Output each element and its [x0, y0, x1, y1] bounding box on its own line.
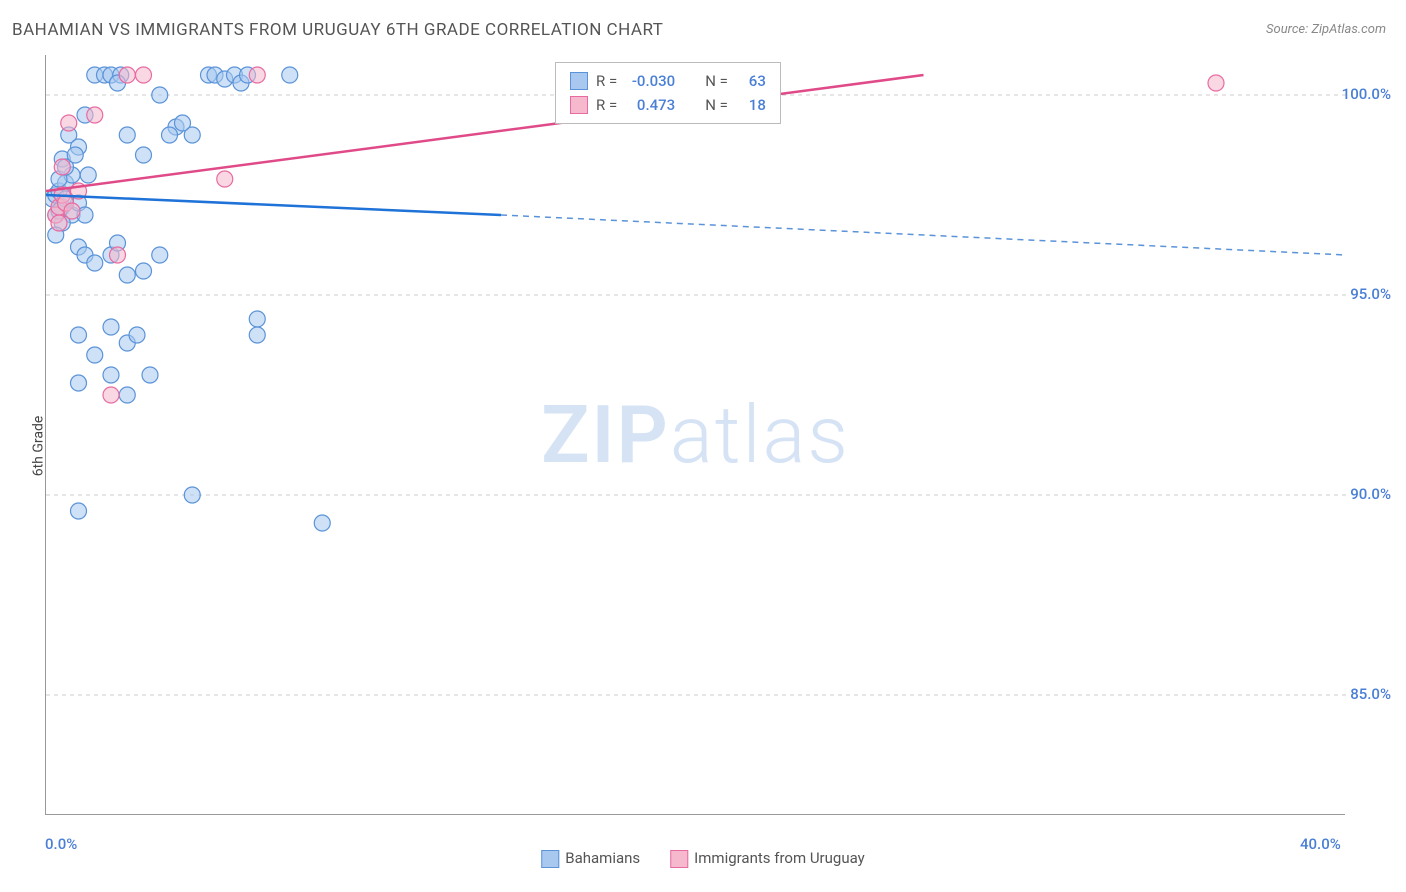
stats-n-label: N =: [705, 93, 728, 117]
source-name: ZipAtlas.com: [1311, 22, 1386, 37]
y-tick-label: 90.0%: [1350, 485, 1391, 503]
stats-r-value: 0.473: [625, 93, 675, 117]
plot-area: ZIPatlas: [45, 55, 1345, 815]
stats-r-label: R =: [596, 93, 617, 117]
stats-n-value: 18: [736, 93, 766, 117]
stats-n-label: N =: [705, 69, 728, 93]
y-axis-label: 6th Grade: [30, 416, 46, 477]
legend-label: Immigrants from Uruguay: [694, 849, 865, 867]
legend-label: Bahamians: [565, 849, 640, 867]
correlation-stats-box: R = -0.030 N = 63 R = 0.473 N = 18: [555, 62, 781, 124]
stats-row: R = -0.030 N = 63: [570, 69, 766, 93]
y-tick-label: 100.0%: [1342, 85, 1391, 103]
x-tick-label: 40.0%: [1300, 835, 1341, 853]
stats-swatch: [570, 96, 588, 114]
legend-swatch: [670, 850, 688, 868]
stats-r-label: R =: [596, 69, 617, 93]
x-tick-label: 0.0%: [45, 835, 77, 853]
source-label: Source:: [1266, 22, 1311, 37]
legend-bottom: Bahamians Immigrants from Uruguay: [541, 849, 864, 868]
legend-swatch: [541, 850, 559, 868]
legend-item: Immigrants from Uruguay: [670, 849, 865, 868]
y-tick-label: 85.0%: [1350, 685, 1391, 703]
legend-item: Bahamians: [541, 849, 640, 868]
stats-n-value: 63: [736, 69, 766, 93]
y-tick-label: 95.0%: [1350, 285, 1391, 303]
stats-row: R = 0.473 N = 18: [570, 93, 766, 117]
stats-r-value: -0.030: [625, 69, 675, 93]
chart-title: BAHAMIAN VS IMMIGRANTS FROM URUGUAY 6TH …: [12, 20, 663, 40]
scatter-plot-svg: [46, 55, 1346, 815]
source-attribution: Source: ZipAtlas.com: [1266, 22, 1386, 37]
stats-swatch: [570, 72, 588, 90]
chart-container: BAHAMIAN VS IMMIGRANTS FROM URUGUAY 6TH …: [0, 0, 1406, 892]
